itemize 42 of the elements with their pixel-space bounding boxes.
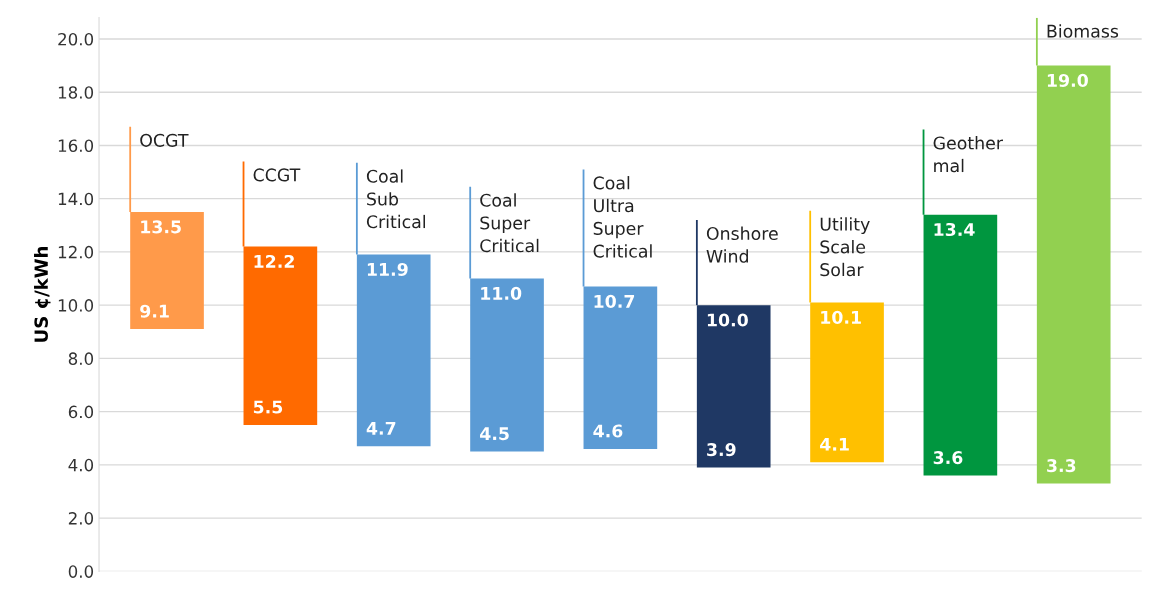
y-tick-label: 18.0 bbox=[58, 86, 94, 99]
x-tick-label: Coal Ultra Super Critical bbox=[593, 176, 652, 258]
y-tick-label: 0.0 bbox=[68, 565, 94, 578]
x-tick-label: Coal Sub Critical bbox=[366, 169, 426, 229]
annotation: 3.6 bbox=[933, 451, 963, 465]
annotation: 12.2 bbox=[254, 254, 294, 268]
annotation: 3.9 bbox=[707, 443, 736, 457]
y-tick-label: 8.0 bbox=[68, 352, 94, 365]
annotation: 11.9 bbox=[367, 262, 408, 276]
annotation: 10.1 bbox=[821, 310, 861, 324]
y-axis-title: US ¢/kWh bbox=[34, 246, 51, 342]
annotation: 4.6 bbox=[593, 424, 623, 438]
y-tick-label: 12.0 bbox=[58, 245, 94, 259]
y-tick-label: 16.0 bbox=[58, 139, 94, 153]
y-tick-label: 10.0 bbox=[58, 299, 94, 312]
bar bbox=[923, 214, 998, 476]
x-tick-label: Utility Scale Solar bbox=[820, 217, 870, 277]
annotation: 10.0 bbox=[707, 313, 748, 327]
x-tick-label: Onshore Wind bbox=[706, 226, 778, 263]
bar bbox=[243, 246, 318, 425]
y-tick-label: 14.0 bbox=[58, 192, 94, 206]
annotation: 19.0 bbox=[1047, 73, 1088, 88]
annotation: 4.1 bbox=[820, 437, 849, 451]
y-tick-label: 2.0 bbox=[68, 512, 94, 525]
annotation: 4.7 bbox=[366, 421, 396, 435]
x-tick-label: CCGT bbox=[253, 168, 301, 182]
annotation: 11.0 bbox=[481, 286, 522, 300]
annotation: 9.1 bbox=[140, 304, 169, 318]
annotation: 13.4 bbox=[934, 222, 975, 237]
y-tick-label: 4.0 bbox=[68, 458, 94, 472]
x-tick-label: Biomass bbox=[1047, 24, 1119, 38]
annotation: 13.5 bbox=[141, 220, 181, 234]
x-tick-label: OCGT bbox=[140, 133, 189, 147]
y-tick-label: 6.0 bbox=[68, 405, 94, 419]
annotation: 5.5 bbox=[253, 400, 283, 414]
y-tick-label: 20.0 bbox=[58, 32, 94, 46]
annotation: 3.3 bbox=[1047, 459, 1076, 473]
annotation: 10.7 bbox=[594, 294, 635, 308]
x-tick-label: Coal Super Critical bbox=[480, 193, 539, 253]
bar bbox=[583, 286, 658, 449]
x-tick-label: Geother mal bbox=[933, 136, 1003, 173]
annotation: 4.5 bbox=[480, 427, 509, 441]
